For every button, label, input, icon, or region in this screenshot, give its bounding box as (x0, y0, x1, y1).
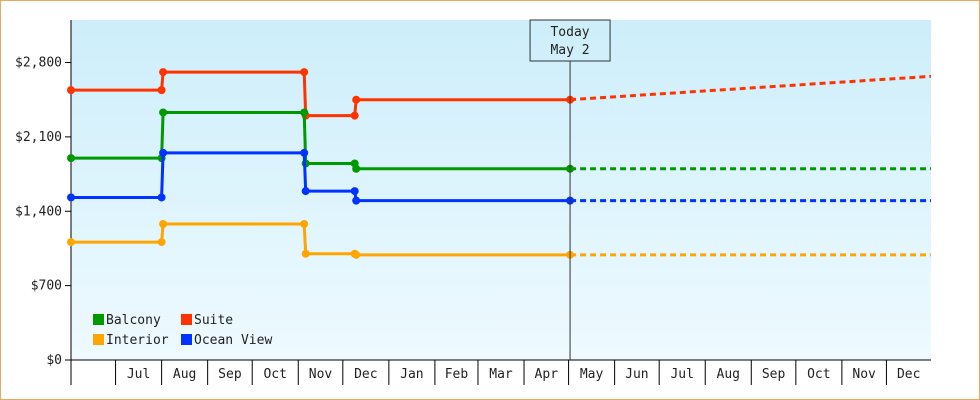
data-point (352, 164, 361, 173)
data-point (159, 148, 168, 157)
data-point (157, 238, 166, 247)
legend-label: Balcony (106, 313, 161, 328)
legend-label: Interior (106, 333, 169, 348)
data-point (350, 187, 359, 196)
x-tick-label: Oct (807, 367, 830, 382)
x-tick-label: Oct (263, 367, 286, 382)
series-suite (67, 68, 932, 120)
x-tick-label: Dec (897, 367, 920, 382)
x-tick-label: Apr (535, 367, 559, 382)
data-point (67, 193, 75, 202)
y-tick-label: $2,100 (15, 130, 62, 145)
legend-item: Balcony (93, 313, 161, 328)
series-ocean-view (67, 148, 931, 205)
axes: $0 $700 $1,400 $2,100 $2,800 Jul Aug Sep Oct Nov D… (15, 20, 931, 385)
data-point (67, 86, 75, 95)
data-point (300, 220, 309, 228)
plot-area (71, 20, 931, 360)
data-point (159, 108, 168, 117)
today-date-label: May 2 (550, 43, 589, 58)
x-tick-label: Jan (400, 367, 423, 382)
data-point (159, 220, 168, 228)
x-tick-label: Jun (625, 367, 648, 382)
x-tick-label: Sep (218, 367, 242, 382)
x-tick-label: Dec (354, 367, 377, 382)
legend-label: Suite (194, 313, 233, 328)
x-tick-label: May (580, 367, 604, 382)
legend-item: Ocean View (181, 333, 272, 348)
x-tick-label: Jul (670, 367, 693, 382)
x-tick-label: Aug (717, 367, 740, 382)
data-point (300, 108, 309, 117)
data-point (67, 238, 75, 247)
x-tick-label: Nov (309, 367, 333, 382)
data-point (300, 148, 309, 157)
legend: Balcony Suite Interior Ocean View (93, 313, 272, 348)
data-point (157, 193, 166, 202)
legend-swatch (181, 334, 192, 345)
data-point (352, 250, 361, 259)
forecast-line (569, 74, 932, 102)
data-point (67, 154, 75, 163)
x-tick-label: Feb (445, 367, 469, 382)
today-box (529, 19, 611, 62)
data-point (350, 111, 359, 120)
legend-swatch (181, 314, 192, 325)
today-marker: Today May 2 (529, 19, 611, 360)
data-point (301, 249, 310, 258)
series-layer (67, 68, 932, 259)
y-tick-label: $1,400 (15, 204, 62, 219)
data-point (159, 68, 168, 77)
data-point (300, 68, 309, 77)
x-tick-label: Sep (762, 367, 786, 382)
data-point (301, 187, 310, 196)
data-point (157, 86, 166, 95)
x-tick-label: Aug (173, 367, 196, 382)
data-point (352, 196, 361, 205)
legend-item: Interior (93, 333, 169, 348)
legend-swatch (93, 334, 104, 345)
y-tick-label: $0 (46, 353, 62, 368)
y-tick-label: $2,800 (15, 56, 62, 71)
legend-label: Ocean View (194, 333, 272, 348)
legend-item: Suite (181, 313, 233, 328)
x-tick-label: Nov (852, 367, 876, 382)
x-tick-label: Jul (127, 367, 150, 382)
today-label: Today (550, 25, 589, 40)
data-point (352, 95, 361, 104)
x-tick-label: Mar (489, 367, 513, 382)
legend-swatch (93, 314, 104, 325)
y-tick-label: $700 (31, 279, 62, 294)
